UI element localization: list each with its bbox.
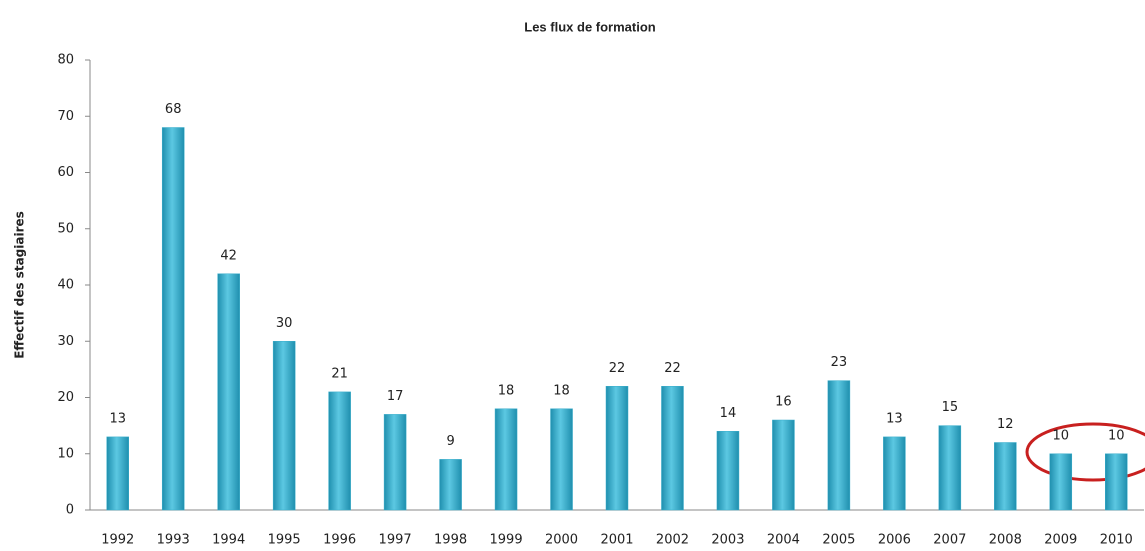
x-tick-label: 2000	[545, 533, 578, 548]
y-tick-label: 80	[57, 53, 74, 68]
x-tick-label: 1999	[490, 533, 523, 548]
chart-title: Les flux de formation	[524, 19, 656, 34]
data-label: 22	[664, 361, 681, 376]
bar	[1105, 453, 1128, 511]
data-label: 9	[446, 434, 454, 449]
highlight-ellipse	[1025, 422, 1145, 482]
bar	[938, 425, 962, 511]
x-tick-label: 2001	[600, 533, 633, 548]
x-tick-label: 2007	[933, 533, 966, 548]
x-tick-label: 2005	[822, 533, 855, 548]
data-label: 13	[109, 411, 126, 426]
y-tick-label: 20	[57, 390, 74, 405]
bar	[550, 408, 573, 511]
bar	[605, 386, 629, 511]
data-label: 16	[775, 395, 792, 410]
data-label: 18	[498, 383, 515, 398]
y-tick-label: 60	[57, 165, 74, 180]
data-label: 30	[276, 316, 293, 331]
data-label: 22	[609, 361, 626, 376]
x-tick-label: 2009	[1044, 533, 1077, 548]
data-label: 18	[553, 383, 570, 398]
x-tick-label: 2002	[656, 533, 689, 548]
x-tick-label: 2004	[767, 533, 800, 548]
bar	[772, 419, 795, 511]
y-tick-label: 30	[57, 334, 74, 349]
data-label: 10	[1053, 428, 1070, 443]
bar	[383, 414, 407, 511]
bar	[161, 127, 185, 511]
x-tick-label: 1994	[212, 533, 245, 548]
x-tick-label: 1997	[379, 533, 412, 548]
x-tick-label: 1996	[323, 533, 356, 548]
data-label: 17	[387, 389, 404, 404]
bar	[827, 380, 851, 511]
y-tick-label: 10	[57, 446, 74, 461]
bar	[716, 431, 740, 511]
bar	[1049, 453, 1073, 511]
data-label: 13	[886, 411, 903, 426]
data-label: 42	[220, 248, 237, 263]
bar	[883, 436, 906, 511]
bar	[328, 391, 351, 511]
x-tick-label: 2010	[1100, 533, 1133, 548]
x-tick-label: 2008	[989, 533, 1022, 548]
y-tick-label: 0	[66, 503, 74, 518]
bar	[494, 408, 518, 511]
bar	[439, 459, 462, 511]
data-label: 10	[1108, 428, 1125, 443]
data-label: 14	[720, 406, 737, 421]
bar	[106, 436, 129, 511]
x-tick-label: 2006	[878, 533, 911, 548]
y-axis-label: Effectif des stagiaires	[13, 211, 27, 359]
x-tick-label: 2003	[711, 533, 744, 548]
x-tick-label: 1998	[434, 533, 467, 548]
y-tick-label: 40	[57, 278, 74, 293]
bar	[217, 273, 240, 511]
y-tick-label: 50	[57, 221, 74, 236]
x-tick-label: 1992	[101, 533, 134, 548]
data-label: 21	[331, 366, 348, 381]
data-label: 23	[831, 355, 848, 370]
x-tick-label: 1993	[157, 533, 190, 548]
data-label: 15	[942, 400, 959, 415]
data-label: 12	[997, 417, 1014, 432]
x-tick-label: 1995	[268, 533, 301, 548]
bar	[994, 442, 1017, 511]
data-label: 68	[165, 102, 182, 117]
bar	[661, 386, 684, 511]
y-tick-label: 70	[57, 109, 74, 124]
bar	[272, 341, 296, 511]
